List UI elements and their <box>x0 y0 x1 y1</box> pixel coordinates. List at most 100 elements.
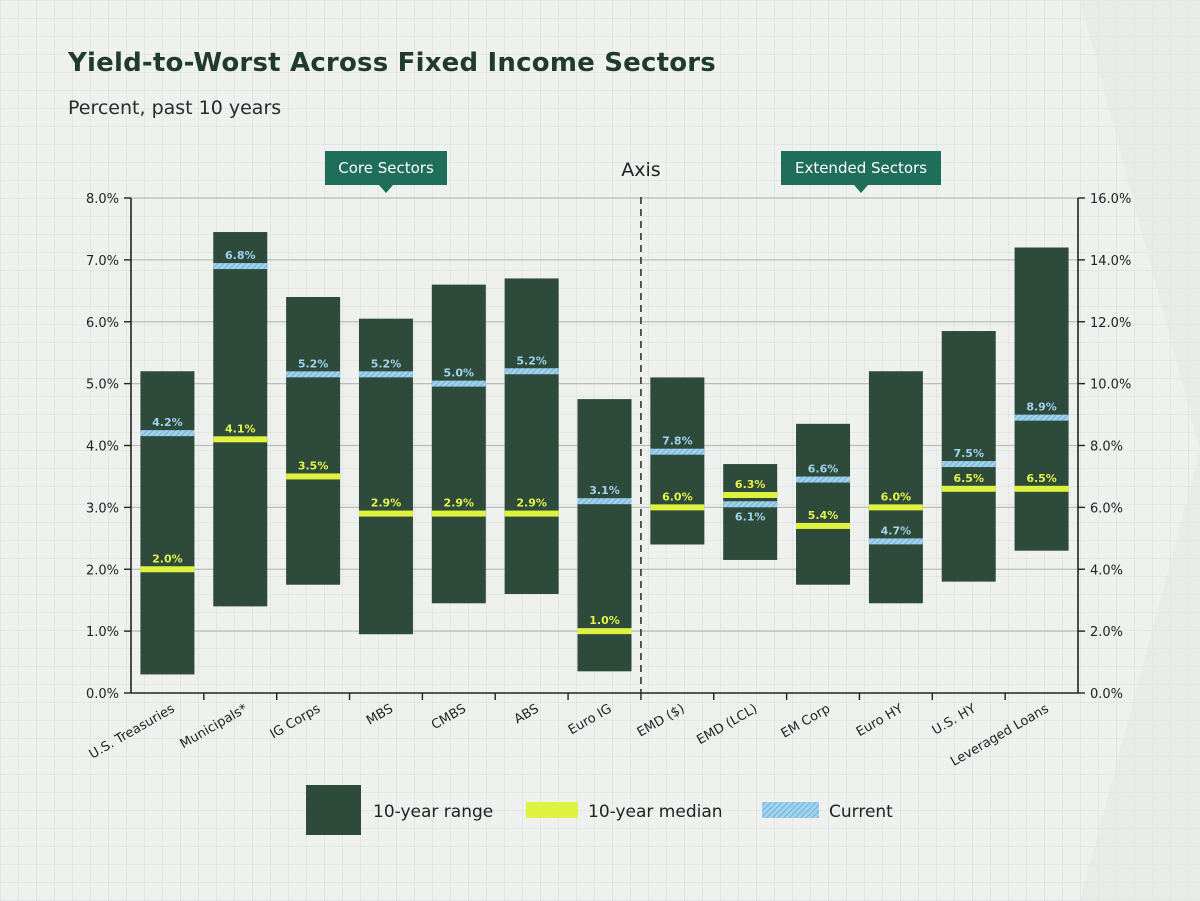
range-bar-euro-hy <box>868 371 923 604</box>
category-label-municipals: Municipals* <box>178 701 251 752</box>
legend-label-range: 10-year range <box>373 802 493 822</box>
median-label-ig-corps: 3.5% <box>298 459 329 472</box>
median-marker-emd <box>650 504 705 511</box>
right-tick-label: 12.0% <box>1090 316 1131 331</box>
right-tick-label: 10.0% <box>1090 378 1131 393</box>
range-bar-leveraged-loans <box>1014 247 1069 551</box>
median-marker-mbs <box>358 510 413 517</box>
median-label-em-corp: 5.4% <box>808 509 839 522</box>
range-bar-municipals <box>213 232 268 607</box>
median-label-emd-lcl: 6.3% <box>735 478 766 491</box>
category-label-cmbs: CMBS <box>429 701 469 733</box>
bars-layer <box>140 232 1069 675</box>
median-marker-leveraged-loans <box>1014 485 1069 492</box>
median-marker-u-s-hy <box>941 485 996 492</box>
category-label-ig-corps: IG Corps <box>268 701 324 742</box>
median-marker-cmbs <box>431 510 486 517</box>
category-label-u-s-hy: U.S. HY <box>930 701 979 738</box>
category-label-emd-lcl: EMD (LCL) <box>694 701 760 748</box>
current-marker-euro-ig <box>577 498 632 505</box>
current-label-euro-ig: 3.1% <box>589 484 620 497</box>
current-marker-em-corp <box>796 476 851 483</box>
median-marker-municipals <box>213 436 268 443</box>
median-label-u-s-treasuries: 2.0% <box>152 552 183 565</box>
right-tick-label: 4.0% <box>1090 563 1123 578</box>
range-bar-emd <box>650 377 705 545</box>
category-label-euro-ig: Euro IG <box>566 701 615 738</box>
category-label-euro-hy: Euro HY <box>854 701 906 740</box>
left-tick-label: 6.0% <box>86 316 119 331</box>
left-tick-label: 0.0% <box>86 687 119 702</box>
current-marker-mbs <box>358 371 413 378</box>
divider-label: Axis <box>621 159 660 181</box>
current-marker-municipals <box>213 263 268 270</box>
range-bar-mbs <box>358 318 413 635</box>
right-tick-label: 0.0% <box>1090 687 1123 702</box>
current-marker-ig-corps <box>286 371 341 378</box>
left-tick-label: 4.0% <box>86 440 119 455</box>
current-marker-emd <box>650 448 705 455</box>
current-label-ig-corps: 5.2% <box>298 357 329 370</box>
right-tick-label: 16.0% <box>1090 192 1131 207</box>
median-marker-u-s-treasuries <box>140 566 195 573</box>
median-marker-emd-lcl <box>723 492 778 498</box>
category-label-emd: EMD ($) <box>635 701 688 740</box>
axes-layer <box>124 197 1085 700</box>
category-label-em-corp: EM Corp <box>779 701 833 741</box>
right-tick-label: 6.0% <box>1090 501 1123 516</box>
left-tick-label: 5.0% <box>86 378 119 393</box>
current-marker-emd-lcl <box>723 501 778 508</box>
range-bar-cmbs <box>431 284 486 604</box>
current-marker-leveraged-loans <box>1014 414 1069 421</box>
current-marker-u-s-hy <box>941 461 996 468</box>
current-marker-cmbs <box>431 380 486 387</box>
median-label-cmbs: 2.9% <box>444 497 475 510</box>
range-bar-u-s-hy <box>941 331 996 582</box>
current-label-abs: 5.2% <box>516 354 547 367</box>
category-label-abs: ABS <box>512 701 542 727</box>
right-tick-label: 2.0% <box>1090 625 1123 640</box>
median-marker-abs <box>504 510 559 517</box>
current-label-cmbs: 5.0% <box>444 367 475 380</box>
group-badge-core-sectors: Core Sectors <box>325 151 447 193</box>
range-bar-emd-lcl <box>723 464 778 560</box>
median-label-abs: 2.9% <box>516 497 547 510</box>
labels-layer: 0.0% 0.0% 1.0% 2.0% 2.0% 4.0% 3.0% 6.0% 4.0% 8.0%… <box>86 151 1131 770</box>
median-label-municipals: 4.1% <box>225 422 256 435</box>
current-marker-abs <box>504 368 559 375</box>
legend-item-range: 10-year range <box>306 785 493 835</box>
group-badge-label: Extended Sectors <box>795 159 927 177</box>
median-marker-em-corp <box>796 522 851 529</box>
range-bar-em-corp <box>796 423 851 585</box>
current-label-emd-lcl: 6.1% <box>735 510 766 523</box>
legend: 10-year range 10-year median Current <box>306 785 893 835</box>
median-label-u-s-hy: 6.5% <box>953 472 984 485</box>
current-label-mbs: 5.2% <box>371 357 402 370</box>
legend-item-median: 10-year median <box>526 802 723 822</box>
chart-title: Yield-to-Worst Across Fixed Income Secto… <box>68 48 716 78</box>
group-badge-box <box>325 151 447 185</box>
group-badge-box <box>781 151 941 185</box>
right-tick-label: 8.0% <box>1090 440 1123 455</box>
median-marker-euro-ig <box>577 628 632 635</box>
right-tick-label: 14.0% <box>1090 254 1131 269</box>
chart-subtitle: Percent, past 10 years <box>68 97 282 119</box>
legend-swatch-median <box>526 802 578 818</box>
left-tick-label: 2.0% <box>86 563 119 578</box>
median-label-emd: 6.0% <box>662 490 693 503</box>
current-label-u-s-treasuries: 4.2% <box>152 416 183 429</box>
current-marker-u-s-treasuries <box>140 430 195 437</box>
median-label-leveraged-loans: 6.5% <box>1026 472 1057 485</box>
group-badge-extended-sectors: Extended Sectors <box>781 151 941 193</box>
current-marker-euro-hy <box>868 538 923 545</box>
range-bar-ig-corps <box>286 297 341 585</box>
range-bar-abs <box>504 278 559 594</box>
group-badge-pointer <box>854 185 868 193</box>
category-label-u-s-treasuries: U.S. Treasuries <box>87 701 178 762</box>
current-label-em-corp: 6.6% <box>808 463 839 476</box>
median-label-euro-ig: 1.0% <box>589 614 620 627</box>
current-label-leveraged-loans: 8.9% <box>1026 401 1057 414</box>
left-tick-label: 8.0% <box>86 192 119 207</box>
